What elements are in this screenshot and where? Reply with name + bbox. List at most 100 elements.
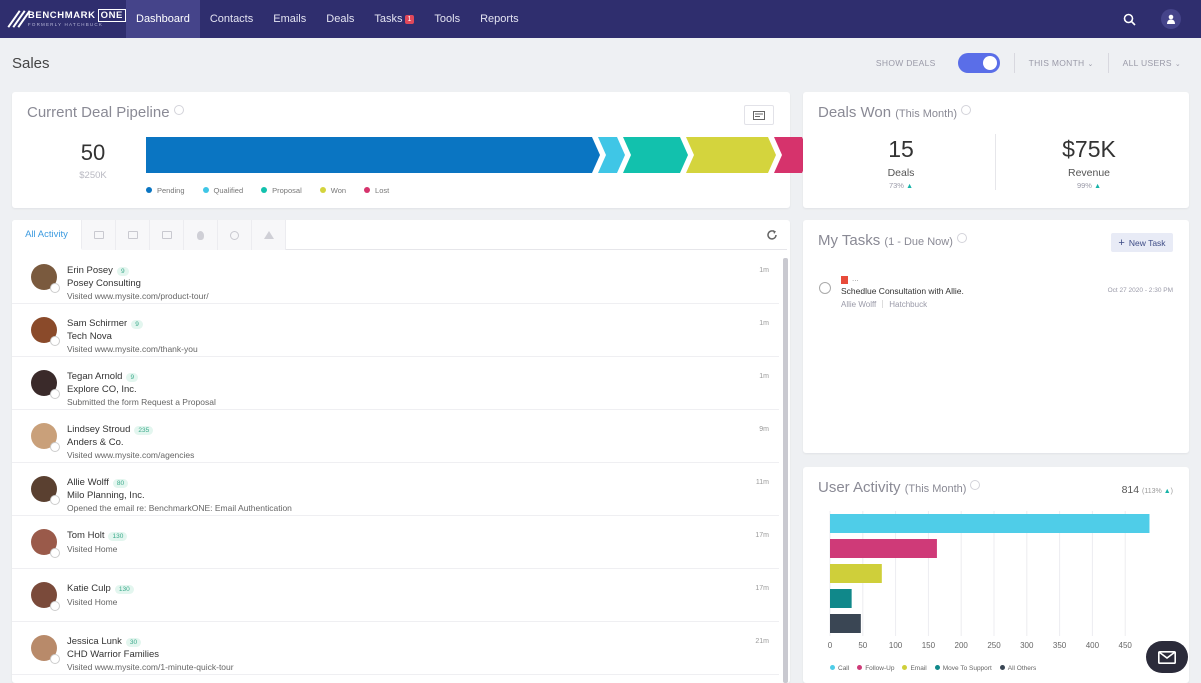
nav-label: Deals [326,13,355,25]
tab-warning[interactable] [252,220,286,250]
contact-name[interactable]: Lindsey Stroud 235 [67,424,154,435]
contact-name[interactable]: Erin Posey 9 [67,265,129,276]
tab-globe[interactable] [218,220,252,250]
activity-type-icon [50,495,60,505]
period-filter[interactable]: THIS MONTH ⌄ [1029,58,1094,68]
contact-name[interactable]: Tegan Arnold 9 [67,371,139,382]
contact-name[interactable]: Tom Holt 130 [67,530,128,541]
task-complete-checkbox[interactable] [819,282,831,294]
user-activity-title: User Activity (This Month) [818,479,981,496]
contact-name[interactable]: Sam Schirmer 9 [67,318,143,329]
nav-reports[interactable]: Reports [470,0,529,38]
tab-email[interactable] [116,220,150,250]
brand-logo[interactable]: BENCHMARK ONE FORMERLY HATCHBUCK [0,0,126,38]
pipeline-segment-qualified[interactable] [598,137,625,173]
nav-dashboard[interactable]: Dashboard [126,0,200,38]
users-filter[interactable]: ALL USERS ⌄ [1123,58,1181,68]
activity-feed: Erin Posey 9 Posey Consulting Visited www.m… [12,251,779,675]
activity-time: 11m [755,479,769,486]
activity-row[interactable]: Sam Schirmer 9 Tech Nova Visited www.mysite… [12,304,779,357]
activity-row[interactable]: Lindsey Stroud 235 Anders & Co. Visited www… [12,410,779,463]
nav-emails[interactable]: Emails [263,0,316,38]
bar-move-to-support[interactable] [830,589,852,608]
task-company[interactable]: Hatchbuck [889,300,928,309]
brand-name-boxed: ONE [97,8,126,22]
refresh-icon[interactable] [766,228,778,246]
contact-company: Milo Planning, Inc. [67,490,145,501]
flag-icon [841,276,848,284]
task-contact[interactable]: Allie Wolff [841,300,877,309]
nav-label: Dashboard [136,13,190,25]
contact-name[interactable]: Allie Wolff 80 [67,477,129,488]
new-task-button[interactable]: + New Task [1111,233,1173,252]
nav-contacts[interactable]: Contacts [200,0,263,38]
legend-item-follow-up: Follow-Up [857,665,894,672]
activity-row[interactable]: Katie Culp 130 Visited Home 17m [12,569,779,622]
legend-item-qualified: Qualified [202,186,243,195]
avatar[interactable] [31,582,60,611]
period-filter-label: THIS MONTH [1028,58,1085,68]
contact-company: Posey Consulting [67,278,141,289]
help-icon[interactable] [970,480,981,490]
search-icon[interactable] [1119,9,1139,29]
nav-tools[interactable]: Tools [424,0,470,38]
nav-tasks[interactable]: Tasks 1 [364,0,424,38]
legend-item-move-to-support: Move To Support [934,665,992,672]
deals-won-card: Deals Won (This Month) 15 Deals 73% ▲ $7… [803,92,1189,208]
activity-row[interactable]: Erin Posey 9 Posey Consulting Visited www.m… [12,251,779,304]
bar-call[interactable] [830,514,1150,533]
avatar[interactable] [31,476,60,505]
avatar[interactable] [31,264,60,293]
pipeline-title: Current Deal Pipeline [27,104,184,121]
help-icon[interactable] [956,233,967,243]
bar-email[interactable] [830,564,882,583]
tab-all-activity[interactable]: All Activity [12,220,82,250]
tab-form[interactable] [150,220,184,250]
tab-fire[interactable] [184,220,218,250]
pipeline-view-button[interactable] [744,105,774,125]
activity-tabs: All Activity [12,220,787,250]
contact-name[interactable]: Katie Culp 130 [67,583,134,594]
avatar[interactable] [31,317,60,346]
tab-calendar[interactable] [82,220,116,250]
nav-deals[interactable]: Deals [316,0,364,38]
avatar[interactable] [31,370,60,399]
pipeline-segment-pending[interactable] [146,137,600,173]
email-icon [127,231,138,239]
users-filter-label: ALL USERS [1122,58,1172,68]
activity-row[interactable]: Jessica Lunk 30 CHD Warrior Families Visite… [12,622,779,675]
pipeline-count: 50 [80,140,106,165]
activity-row[interactable]: Tom Holt 130 Visited Home 17m [12,516,779,569]
nav-label: Tools [434,13,461,25]
score-badge: 80 [112,479,129,488]
x-tick-label: 300 [1020,641,1034,650]
contact-name[interactable]: Jessica Lunk 30 [67,636,142,647]
show-deals-toggle[interactable] [957,53,1000,73]
fire-icon [197,230,204,240]
chat-button[interactable] [1146,641,1188,673]
brand-sub: FORMERLY HATCHBUCK [27,22,104,27]
tasks-badge: 1 [404,14,415,24]
tasks-card: My Tasks (1 - Due Now) + New Task ... Sch… [803,220,1189,453]
activity-time: 21m [755,638,769,645]
revenue-pct: 99% ▲ [1076,181,1102,190]
chevron-down-icon: ⌄ [1174,61,1181,68]
avatar[interactable] [31,423,60,452]
task-title[interactable]: Schedlue Consultation with Allie. [841,286,964,296]
pipeline-segment-proposal[interactable] [623,137,688,173]
avatar[interactable] [31,635,60,664]
activity-row[interactable]: Allie Wolff 80 Milo Planning, Inc. Opened t… [12,463,779,516]
help-icon[interactable] [173,105,184,115]
pipeline-segment-won[interactable] [686,137,776,173]
help-icon[interactable] [961,105,972,115]
x-tick-label: 200 [955,641,969,650]
user-icon[interactable] [1161,9,1181,29]
warning-icon [263,231,274,239]
activity-scrollbar[interactable] [783,258,788,683]
avatar[interactable] [31,529,60,558]
activity-type-icon [50,601,60,611]
bar-all-others[interactable] [830,614,861,633]
tasks-title: My Tasks (1 - Due Now) [818,232,967,249]
bar-follow-up[interactable] [830,539,937,558]
activity-row[interactable]: Tegan Arnold 9 Explore CO, Inc. Submitted t… [12,357,779,410]
